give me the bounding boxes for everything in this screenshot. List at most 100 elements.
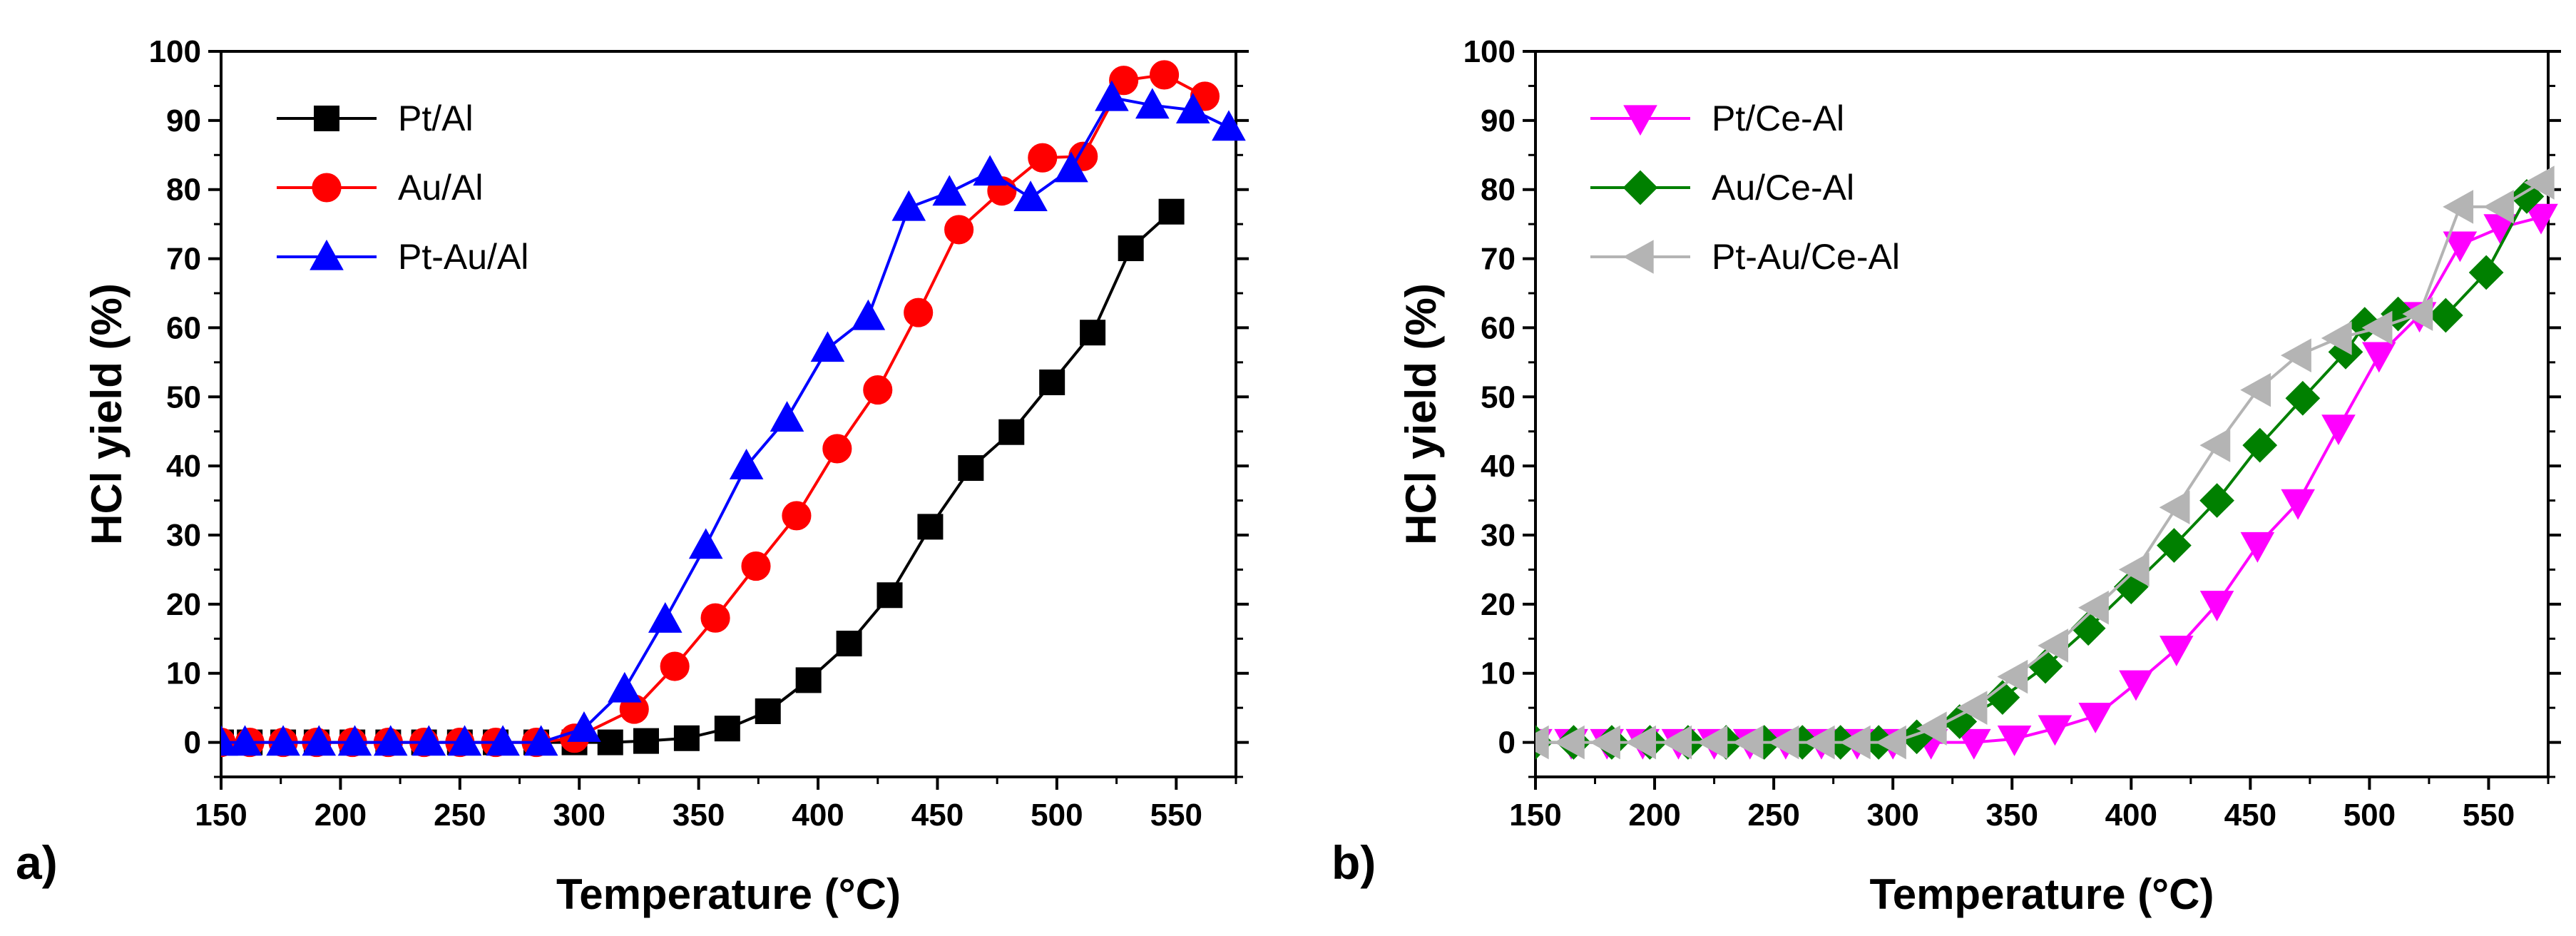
- data-point: [944, 215, 974, 245]
- data-point: [597, 729, 623, 756]
- data-point: [1553, 725, 1585, 760]
- data-point: [795, 667, 822, 693]
- data-point: [2524, 203, 2558, 235]
- data-point: [876, 582, 903, 609]
- legend-label: Au/Al: [398, 168, 484, 208]
- x-tick-label: 400: [792, 798, 844, 833]
- data-point: [2428, 297, 2463, 333]
- legend-marker: [314, 106, 339, 131]
- x-tick-label: 500: [2344, 798, 2396, 833]
- y-tick-label: 30: [166, 518, 201, 553]
- legend-label: Pt/Al: [398, 98, 474, 138]
- data-point: [302, 725, 337, 756]
- data-point: [1590, 725, 1620, 760]
- x-axis-title: Temperature (°C): [556, 870, 901, 918]
- legend-marker: [1622, 240, 1654, 274]
- y-tick-label: 0: [1498, 726, 1516, 760]
- legend-entry: Pt/Al: [277, 98, 474, 138]
- data-point: [891, 190, 926, 221]
- data-point: [2321, 321, 2352, 355]
- legend-marker: [1622, 170, 1658, 205]
- data-point: [688, 528, 723, 559]
- data-point: [810, 331, 845, 362]
- data-point: [1985, 680, 2020, 715]
- y-tick-label: 20: [166, 587, 201, 622]
- data-point: [660, 651, 690, 681]
- data-point: [2078, 590, 2109, 625]
- data-point: [2361, 342, 2396, 373]
- data-point: [2159, 490, 2190, 525]
- y-tick-label: 70: [166, 242, 201, 277]
- x-tick-label: 550: [1150, 798, 1202, 833]
- data-point: [2361, 310, 2393, 345]
- chart-panel-b: 150 200 250 300 350 400 450 500 550 0 10 20 30 40 50 60…: [1332, 34, 2561, 918]
- x-tick-label: 200: [1628, 798, 1680, 833]
- y-tick-label: 60: [1481, 310, 1516, 345]
- legend-marker: [312, 173, 342, 203]
- data-point: [633, 728, 659, 754]
- x-tick-label: 250: [434, 798, 486, 833]
- data-point: [2285, 380, 2321, 416]
- plot-frame: [220, 50, 1237, 778]
- data-point: [1135, 88, 1170, 119]
- data-point: [1916, 711, 1947, 746]
- y-tick-label: 70: [1481, 242, 1516, 277]
- data-point: [1768, 725, 1799, 760]
- data-point: [741, 551, 771, 581]
- x-tick-label: 350: [1986, 798, 2038, 833]
- data-point: [1956, 691, 1988, 725]
- y-tick-label: 80: [1481, 173, 1516, 208]
- data-point: [2443, 190, 2474, 224]
- data-point: [822, 434, 852, 464]
- data-point: [2328, 334, 2363, 370]
- data-point: [486, 725, 520, 756]
- data-point: [2159, 636, 2194, 666]
- data-point: [1150, 60, 1180, 90]
- data-point: [998, 419, 1025, 445]
- x-tick-label: 450: [911, 798, 964, 833]
- data-point: [228, 725, 262, 756]
- data-point: [1039, 369, 1065, 395]
- y-tick-label: 10: [166, 656, 201, 691]
- data-point: [2402, 297, 2433, 331]
- data-point: [2199, 591, 2234, 622]
- data-point: [714, 716, 740, 742]
- x-tick-label: 450: [2224, 798, 2276, 833]
- data-point: [2281, 338, 2311, 372]
- plot-frame: [1534, 50, 2550, 778]
- legend-entry: Pt/Ce-Al: [1590, 98, 1844, 138]
- y-tick-label: 50: [1481, 380, 1516, 414]
- data-point: [1095, 80, 1129, 111]
- data-point: [1697, 725, 1728, 760]
- legend-label: Pt-Au/Ce-Al: [1712, 237, 1900, 277]
- legend-label: Au/Ce-Al: [1712, 168, 1854, 208]
- data-point: [1732, 725, 1764, 760]
- data-point: [447, 725, 482, 756]
- data-point: [2242, 427, 2278, 463]
- data-point: [412, 725, 446, 756]
- y-tick-label: 80: [166, 173, 201, 208]
- data-point: [1080, 320, 1106, 346]
- legend-entry: Pt-Au/Al: [277, 237, 528, 277]
- data-point: [2199, 483, 2234, 518]
- series-pt-au-al: [221, 80, 1246, 756]
- legend-label: Pt-Au/Al: [398, 237, 528, 277]
- data-point: [1013, 180, 1048, 212]
- data-point: [700, 603, 730, 633]
- data-point: [266, 725, 300, 756]
- data-point: [973, 155, 1007, 186]
- data-point: [836, 631, 862, 657]
- data-point: [2038, 715, 2072, 746]
- data-point: [2468, 255, 2504, 290]
- legend-entry: Au/Al: [277, 168, 484, 208]
- legend-label: Pt/Ce-Al: [1712, 98, 1844, 138]
- data-point: [567, 711, 601, 742]
- data-point: [770, 401, 804, 432]
- x-tick-label: 400: [2105, 798, 2157, 833]
- data-point: [1212, 110, 1246, 141]
- data-point: [1109, 66, 1139, 96]
- data-point: [608, 671, 642, 703]
- x-tick-label: 200: [315, 798, 367, 833]
- data-point: [2118, 552, 2150, 587]
- data-point: [1839, 725, 1871, 760]
